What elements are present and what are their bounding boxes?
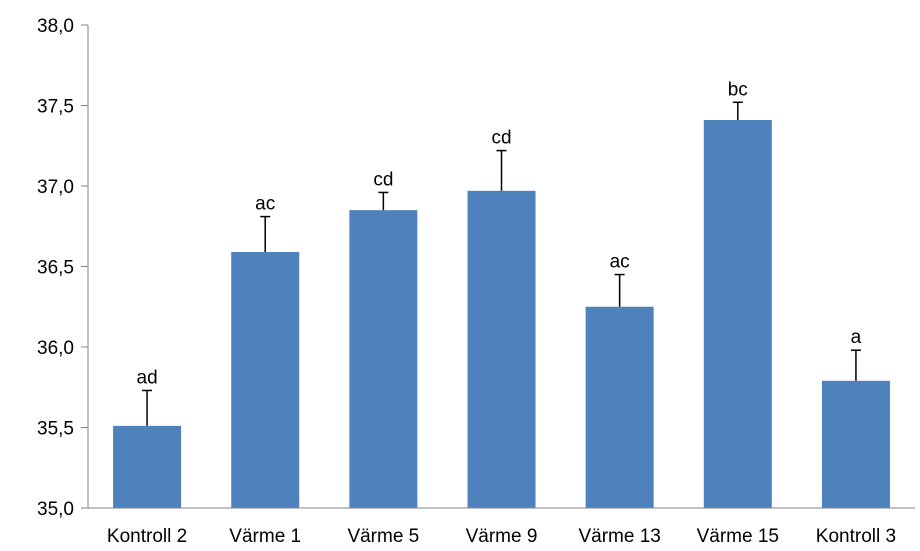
- bar: [349, 210, 418, 508]
- y-tick-label: 36,0: [37, 338, 74, 359]
- significance-label: cd: [373, 169, 393, 190]
- x-category-label: Kontroll 2: [107, 526, 187, 547]
- significance-label: a: [851, 327, 862, 348]
- y-tick-label: 38,0: [37, 16, 74, 37]
- significance-label: cd: [491, 128, 511, 149]
- significance-labels: ad ac cd cd ac bc a: [137, 79, 862, 388]
- bar: [585, 306, 654, 508]
- x-category-label: Värme 5: [347, 526, 419, 547]
- bar: [113, 425, 182, 508]
- y-tick-label: 37,0: [37, 177, 74, 198]
- significance-label: ad: [137, 367, 158, 388]
- x-axis-labels: Kontroll 2 Värme 1 Värme 5 Värme 9 Värme 13 V…: [107, 526, 896, 547]
- significance-label: bc: [728, 79, 748, 100]
- y-tick-label: 35,0: [37, 499, 74, 520]
- y-axis-ticks: 35,0 35,5 36,0 36,5 37,0 37,5 38,0: [37, 16, 88, 520]
- significance-label: ac: [255, 194, 275, 215]
- y-tick-label: 36,5: [37, 258, 74, 279]
- y-tick-label: 37,5: [37, 97, 74, 118]
- bar: [467, 190, 536, 508]
- error-bars: [142, 101, 861, 426]
- x-category-label: Värme 15: [697, 526, 779, 547]
- bar: [821, 380, 890, 508]
- y-tick-label: 35,5: [37, 419, 74, 440]
- x-category-label: Värme 13: [578, 526, 660, 547]
- x-category-label: Värme 1: [229, 526, 301, 547]
- bar: [703, 119, 772, 509]
- x-category-label: Värme 9: [466, 526, 538, 547]
- significance-label: ac: [610, 252, 630, 273]
- bar: [231, 252, 300, 508]
- x-category-label: Kontroll 3: [816, 526, 896, 547]
- bars: [113, 119, 890, 509]
